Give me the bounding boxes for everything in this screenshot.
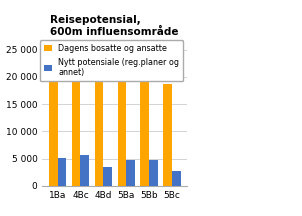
Bar [58,158,66,186]
Bar [103,167,112,186]
Bar [140,69,149,186]
Legend: Dagens bosatte og ansatte, Nytt potensiale (reg.planer og
annet): Dagens bosatte og ansatte, Nytt potensia… [40,40,183,81]
Bar [72,50,80,186]
Bar [117,73,126,186]
Bar [95,60,103,186]
Bar [80,155,89,186]
Bar [149,160,158,186]
Bar [49,77,58,186]
Bar [163,84,172,186]
Bar [172,170,181,186]
Text: Reisepotensial,
600m influensområde: Reisepotensial, 600m influensområde [50,15,178,37]
Bar [126,160,135,186]
